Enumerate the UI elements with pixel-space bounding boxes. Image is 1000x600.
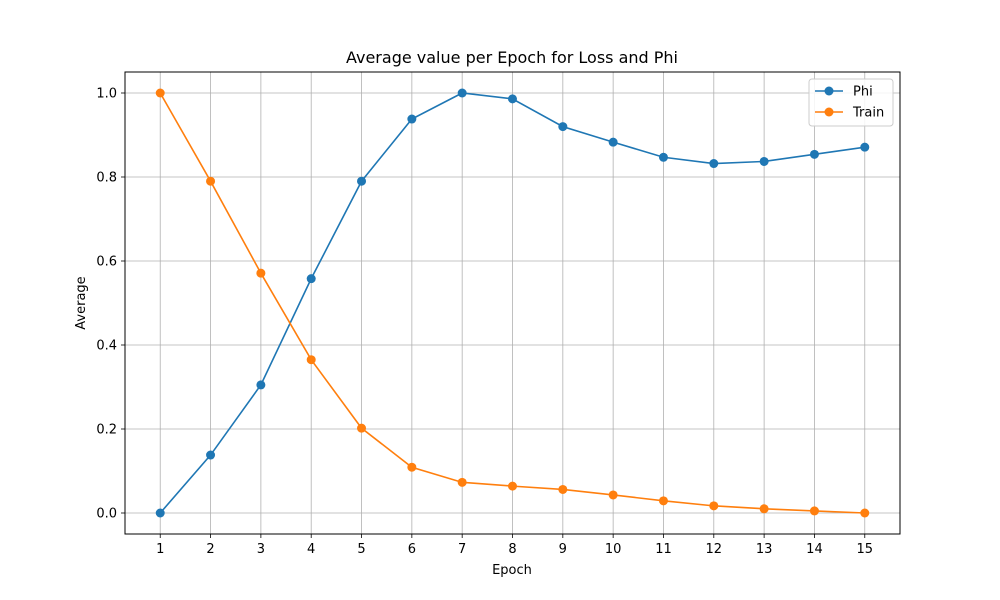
x-tick-label: 2 bbox=[206, 542, 214, 557]
series-group bbox=[155, 88, 870, 518]
data-point-train bbox=[860, 508, 870, 518]
data-point-phi bbox=[608, 137, 618, 147]
y-tick-label: 0.8 bbox=[96, 171, 117, 186]
x-tick-label: 11 bbox=[655, 542, 672, 557]
data-point-phi bbox=[759, 156, 769, 166]
y-axis-ticks: 0.0 0.2 0.4 0.6 0.8 1.0 bbox=[96, 87, 125, 522]
data-point-train bbox=[357, 423, 367, 433]
data-point-train bbox=[709, 501, 719, 511]
data-point-train bbox=[155, 88, 165, 98]
data-point-phi bbox=[206, 450, 216, 460]
x-axis-label: Epoch bbox=[492, 563, 532, 578]
legend-label-phi: Phi bbox=[853, 85, 873, 100]
x-tick-label: 13 bbox=[756, 542, 773, 557]
y-tick-label: 1.0 bbox=[96, 87, 117, 102]
x-tick-label: 8 bbox=[508, 542, 516, 557]
data-point-train bbox=[306, 355, 316, 365]
data-point-phi bbox=[357, 176, 367, 186]
data-point-phi bbox=[558, 122, 568, 132]
grid-lines bbox=[125, 72, 900, 534]
x-tick-label: 6 bbox=[408, 542, 416, 557]
data-point-phi bbox=[809, 149, 819, 159]
y-tick-label: 0.6 bbox=[96, 255, 117, 270]
data-point-phi bbox=[457, 88, 467, 98]
data-point-phi bbox=[508, 94, 517, 104]
data-point-train bbox=[508, 481, 517, 491]
x-tick-label: 9 bbox=[559, 542, 567, 557]
x-tick-label: 7 bbox=[458, 542, 466, 557]
x-tick-label: 12 bbox=[706, 542, 723, 557]
legend-marker-train bbox=[824, 107, 834, 117]
y-tick-label: 0.2 bbox=[96, 423, 117, 438]
x-tick-label: 3 bbox=[257, 542, 265, 557]
chart-title: Average value per Epoch for Loss and Phi bbox=[346, 48, 678, 67]
data-point-train bbox=[558, 484, 568, 494]
data-point-phi bbox=[709, 159, 719, 169]
plot-frame bbox=[124, 71, 901, 535]
data-point-phi bbox=[256, 380, 266, 390]
legend: Phi Train bbox=[808, 78, 894, 127]
data-point-train bbox=[206, 176, 216, 186]
legend-marker-phi bbox=[824, 86, 834, 96]
data-point-train bbox=[256, 268, 266, 278]
data-point-train bbox=[658, 496, 668, 506]
y-axis-label: Average bbox=[74, 276, 89, 329]
x-tick-label: 5 bbox=[357, 542, 365, 557]
data-point-train bbox=[608, 490, 618, 500]
data-point-train bbox=[759, 504, 769, 514]
data-point-phi bbox=[658, 152, 668, 162]
x-tick-label: 4 bbox=[307, 542, 315, 557]
data-point-phi bbox=[306, 274, 316, 284]
y-tick-label: 0.4 bbox=[96, 339, 117, 354]
data-point-phi bbox=[860, 142, 870, 152]
y-tick-label: 0.0 bbox=[96, 507, 117, 522]
x-tick-label: 14 bbox=[806, 542, 823, 557]
data-point-train bbox=[407, 462, 417, 472]
data-point-train bbox=[457, 477, 467, 487]
data-point-phi bbox=[407, 114, 417, 124]
x-axis-ticks: 1 2 3 4 5 6 7 8 9 10 11 12 13 14 15 bbox=[156, 534, 873, 557]
data-point-phi bbox=[155, 508, 165, 518]
x-tick-label: 1 bbox=[156, 542, 164, 557]
data-point-train bbox=[809, 506, 819, 516]
x-tick-label: 15 bbox=[856, 542, 873, 557]
legend-label-train: Train bbox=[852, 106, 884, 121]
x-tick-label: 10 bbox=[605, 542, 622, 557]
